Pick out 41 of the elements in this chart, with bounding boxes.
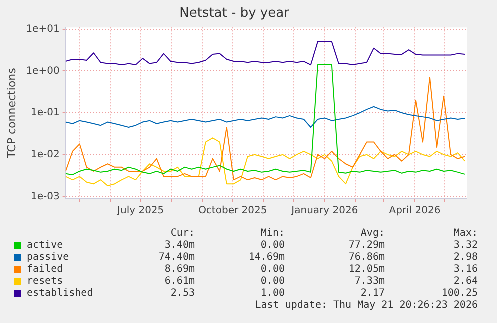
y-tick-label: 1e-01 [30,108,60,119]
text: Min: [260,228,285,239]
y-tick-label: 1e-03 [30,191,60,202]
text: 2.17 [360,288,385,299]
legend-label: resets [27,276,64,287]
y-tick-label: 1e+01 [26,24,60,35]
text: 2.53 [170,288,195,299]
text: 100.25 [442,288,478,299]
text: 12.05m [348,264,385,275]
text: 14.69m [248,252,285,263]
legend-label: established [27,288,94,299]
text: 6.61m [164,276,195,287]
x-tick-label: January 2026 [290,206,358,217]
x-tick-label: April 2026 [389,206,441,217]
y-tick-label: 1e+00 [26,66,60,77]
x-tick-label: July 2025 [116,206,164,217]
legend-label: failed [27,264,64,275]
text: 2.98 [454,252,478,263]
text: 3.40m [164,240,195,251]
text: Cur: [170,228,195,239]
text: Max: [454,228,478,239]
chart-title: Netstat - by year [180,6,290,22]
y-axis-title: TCP connections [5,68,18,160]
text: 7.33m [354,276,385,287]
text: 0.00 [260,264,285,275]
text: 77.29m [348,240,385,251]
text: 74.40m [158,252,195,263]
text: 3.16 [454,264,478,275]
text: 3.32 [454,240,478,251]
y-tick-label: 1e-02 [30,149,60,160]
legend-label: active [27,240,64,251]
text: 76.86m [348,252,385,263]
legend-label: passive [27,252,70,263]
text: Avg: [360,228,385,239]
text: 0.00 [260,276,285,287]
text: Last update: Thu May 21 20:26:23 2026 [255,300,478,311]
text: 0.00 [260,240,285,251]
text: 2.64 [454,276,478,287]
text: 8.69m [164,264,195,275]
text: 1.00 [260,288,285,299]
x-tick-label: October 2025 [198,206,268,217]
